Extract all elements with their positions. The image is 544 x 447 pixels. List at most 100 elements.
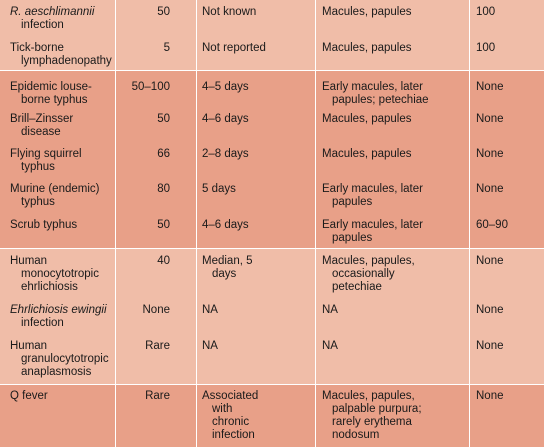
disease-name-line: Murine (endemic) [10,183,100,195]
description-cell: Macules, papules [322,113,468,126]
timing-cell: Not known [202,6,298,19]
description-cell-line: Early macules, later [322,219,423,231]
description-cell-line: papules [332,196,373,208]
description-cell-line: Macules, papules [322,148,412,160]
description-cell-line: Early macules, later [322,183,423,195]
timing-cell: 5 days [202,183,298,196]
rate-cell: None [476,255,504,267]
description-cell-line: occasionally [332,268,395,280]
description-cell: Early macules, later papules [322,183,468,209]
disease-name: Q fever [10,390,120,403]
description-cell-line: petechiae [332,281,382,293]
rate-cell: None [476,183,504,195]
group-typhus [0,70,544,248]
timing-cell-line: with [212,403,233,415]
timing-cell-line: Median, 5 [202,255,253,267]
column-divider [115,0,116,447]
disease-name-line: Scrub typhus [10,219,78,231]
description-cell: Early macules, later papules; petechiae [322,81,468,107]
disease-name-line: anaplasmosis [21,366,92,378]
timing-cell-line: 4–6 days [202,113,249,125]
timing-cell-line: 4–6 days [202,219,249,231]
disease-name-line: monocytotropic [21,268,99,280]
column-divider [315,0,316,447]
description-cell-line: Early macules, later [322,81,423,93]
description-cell-line: Macules, papules, [322,390,415,402]
description-cell: NA [322,304,468,317]
timing-cell: NA [202,340,298,353]
timing-cell-line: 5 days [202,183,236,195]
description-cell: Macules, papules [322,42,468,55]
timing-cell: Associated with chronic infection [202,390,298,442]
timing-cell-line: infection [212,429,255,441]
group-ehrlichiosis [0,248,544,384]
disease-name: Scrub typhus [10,219,120,232]
timing-cell-line: 2–8 days [202,148,249,160]
value-cell: 50 [157,113,170,125]
value-cell: Rare [145,390,170,402]
description-cell-line: papules; petechiae [332,94,429,106]
group-tick-borne [0,0,544,70]
group-q-fever [0,384,544,447]
disease-name-line: Epidemic louse- [10,81,92,93]
disease-name-line: granulocytotropic [21,353,109,365]
description-cell: Early macules, later papules [322,219,468,245]
timing-cell: 4–5 days [202,81,298,94]
description-cell-line: Macules, papules [322,6,412,18]
group-divider [0,384,544,385]
disease-name: Human monocytotropic ehrlichiosis [10,255,120,294]
disease-name-line: typhus [21,161,55,173]
disease-name-line: ehrlichiosis [21,281,78,293]
disease-name-line: Ehrlichiosis ewingii [10,304,107,316]
description-cell-line: palpable purpura; [332,403,422,415]
rate-cell: None [476,113,504,125]
timing-cell-line: NA [202,304,218,316]
rate-cell: 100 [476,42,496,54]
timing-cell: Not reported [202,42,298,55]
description-cell: NA [322,340,468,353]
rate-cell: None [476,81,504,93]
timing-cell-line: Associated [202,390,259,402]
description-cell-line: papules [332,232,373,244]
description-cell-line: Macules, papules, [322,255,415,267]
description-cell-line: nodosum [332,429,380,441]
description-cell: Macules, papules, palpable purpura; rarely… [322,390,468,442]
disease-name-line: disease [21,126,61,138]
value-cell: 50 [157,6,170,18]
rate-cell: None [476,390,504,402]
disease-name: Flying squirrel typhus [10,148,120,174]
disease-name: Ehrlichiosis ewingii infection [10,304,120,330]
disease-name-line: Q fever [10,390,48,402]
timing-cell-line: days [212,268,237,280]
column-divider [469,0,470,447]
disease-name-line: Flying squirrel [10,148,82,160]
disease-name-line: Human [10,255,48,267]
description-cell-line: Macules, papules [322,113,412,125]
value-cell: None [142,304,171,316]
value-cell: Rare [145,340,170,352]
disease-name: Epidemic louse-borne typhus [10,81,120,107]
timing-cell: 2–8 days [202,148,298,161]
disease-name: Human granulocytotropic anaplasmosis [10,340,120,379]
rate-cell: None [476,304,504,316]
timing-cell-line: Not reported [202,42,266,54]
timing-cell: NA [202,304,298,317]
description-cell-line: rarely erythema [332,416,412,428]
value-cell: 50 [157,219,170,231]
rate-cell: 60–90 [476,219,508,231]
timing-cell: 4–6 days [202,219,298,232]
disease-name-line: Human [10,340,48,352]
rate-cell: 100 [476,6,496,18]
disease-name: Brill–Zinsser disease [10,113,120,139]
timing-cell-line: Not known [202,6,257,18]
disease-name-line: R. aeschlimannii [10,6,95,18]
disease-name-line: typhus [21,196,55,208]
disease-name-line: borne typhus [21,94,88,106]
disease-name-line: Tick-borne [10,42,64,54]
disease-name: R. aeschlimannii infection [10,6,120,32]
value-cell: 66 [157,148,170,160]
description-cell: Macules, papules, occasionally petechiae [322,255,468,294]
disease-name-line: lymphadenopathy [21,55,112,67]
description-cell: Macules, papules [322,148,468,161]
